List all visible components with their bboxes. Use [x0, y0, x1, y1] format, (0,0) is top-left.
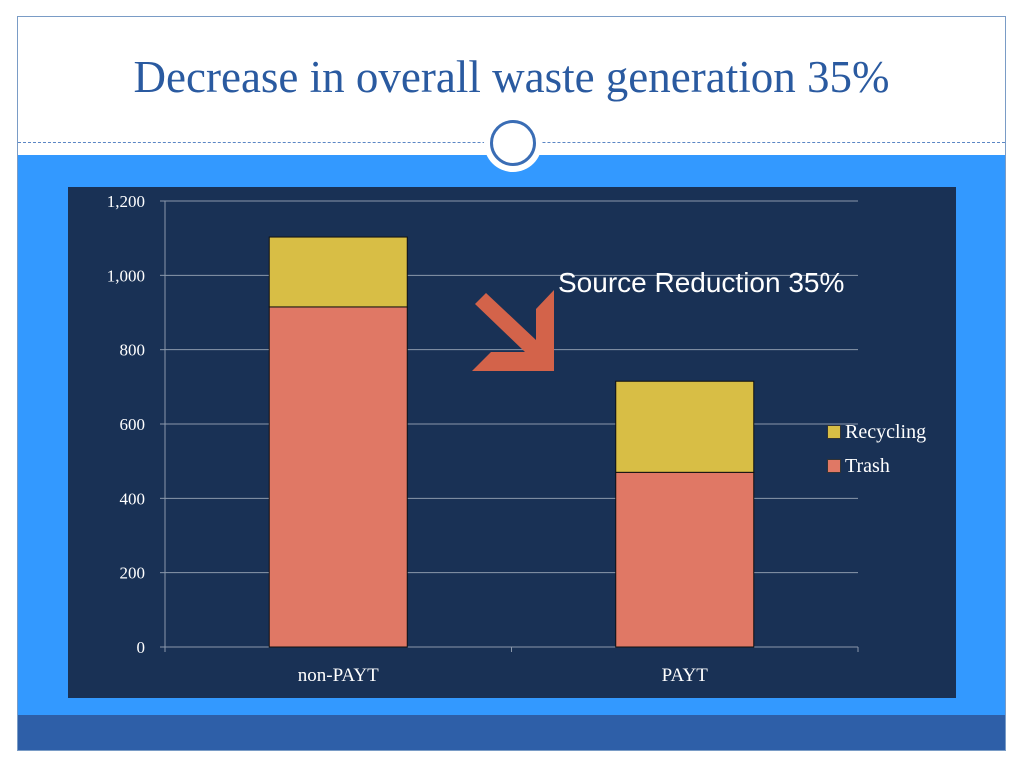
y-tick-label: 0 [137, 638, 146, 657]
legend-swatch-trash [827, 459, 841, 473]
legend-item-recycling: Recycling [827, 415, 926, 449]
footer-band [18, 715, 1005, 750]
x-tick-label: non-PAYT [298, 665, 379, 686]
slide-title: Decrease in overall waste generation 35% [133, 52, 890, 102]
y-tick-label: 600 [120, 415, 146, 434]
chart-panel: 0 200 400 600 800 1,000 1,200 non-PAYT PAYT [68, 187, 956, 698]
legend-label-recycling: Recycling [845, 420, 927, 443]
bar-recycling-non-payt [268, 236, 408, 308]
chart-legend: Recycling Trash [827, 415, 926, 483]
circle-ornament-icon [484, 114, 542, 172]
y-tick-label: 1,200 [107, 192, 145, 211]
x-tick-label: PAYT [662, 665, 709, 686]
bar-recycling-payt [615, 380, 755, 473]
legend-item-trash: Trash [827, 449, 926, 483]
y-tick-label: 400 [120, 489, 146, 508]
y-tick-label: 800 [120, 341, 146, 360]
source-reduction-annotation: Source Reduction 35% [558, 267, 845, 298]
y-tick-label: 200 [120, 564, 146, 583]
legend-swatch-recycling [827, 425, 841, 439]
y-tick-label: 1,000 [107, 266, 145, 285]
bar-trash-payt [615, 471, 755, 648]
arrow-down-right-icon [472, 290, 554, 371]
bar-trash-non-payt [268, 306, 408, 648]
stacked-bar-chart: 0 200 400 600 800 1,000 1,200 non-PAYT PAYT [107, 192, 859, 686]
legend-label-trash: Trash [845, 454, 890, 477]
